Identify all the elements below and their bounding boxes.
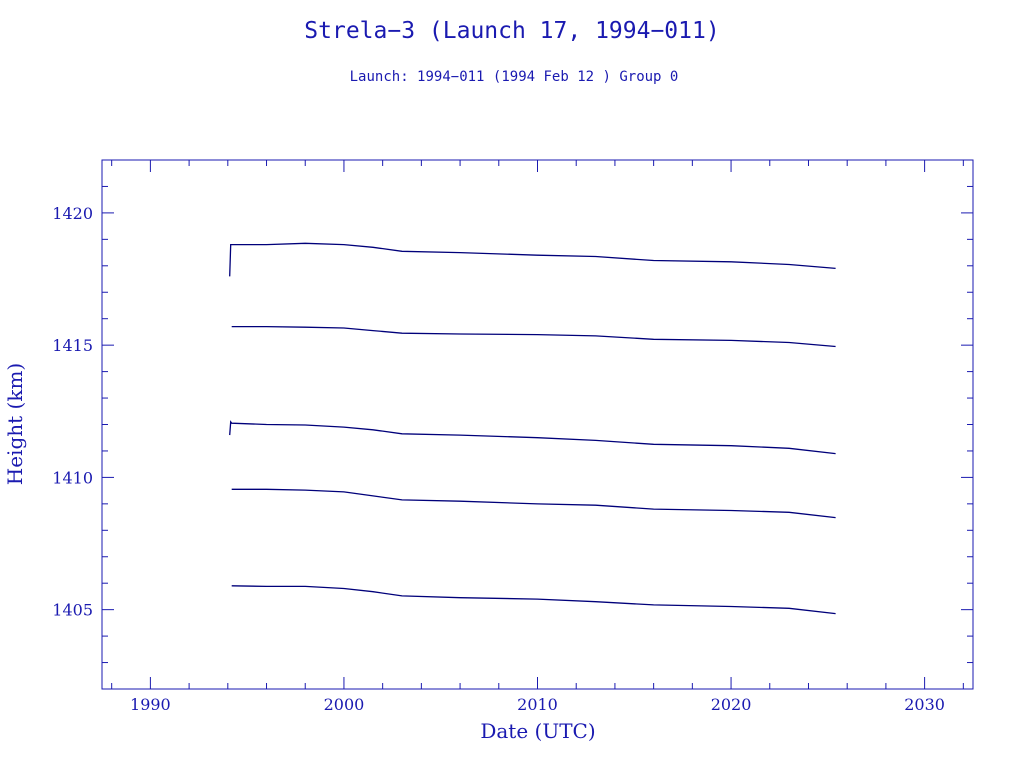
series-line-4 (231, 488, 836, 519)
y-tick-label: 1420 (52, 204, 93, 223)
x-tick-label: 1990 (130, 695, 171, 714)
series-line-3 (229, 420, 836, 455)
plot-frame (101, 159, 974, 690)
y-axis-label: Height (km) (3, 363, 27, 485)
x-tick-label: 2010 (517, 695, 558, 714)
chart-subtitle: Launch: 1994−011 (1994 Feb 12 ) Group 0 (350, 69, 679, 85)
x-axis-label: Date (UTC) (480, 719, 595, 743)
chart-title: Strela−3 (Launch 17, 1994−011) (304, 18, 719, 44)
series-line-2 (231, 325, 836, 348)
y-tick-label: 1410 (52, 468, 93, 487)
axis-ticks (102, 160, 973, 689)
y-tick-label: 1415 (52, 336, 93, 355)
x-tick-label: 2020 (711, 695, 752, 714)
y-tick-labels: 1405 1410 1415 1420 (52, 204, 93, 620)
y-tick-label: 1405 (52, 601, 93, 620)
series-line-5 (231, 585, 836, 615)
x-tick-label: 2030 (904, 695, 945, 714)
series-line-1 (229, 242, 836, 277)
x-tick-labels: 1990 2000 2010 2020 2030 (130, 695, 945, 714)
x-tick-label: 2000 (324, 695, 365, 714)
data-series (229, 242, 836, 615)
